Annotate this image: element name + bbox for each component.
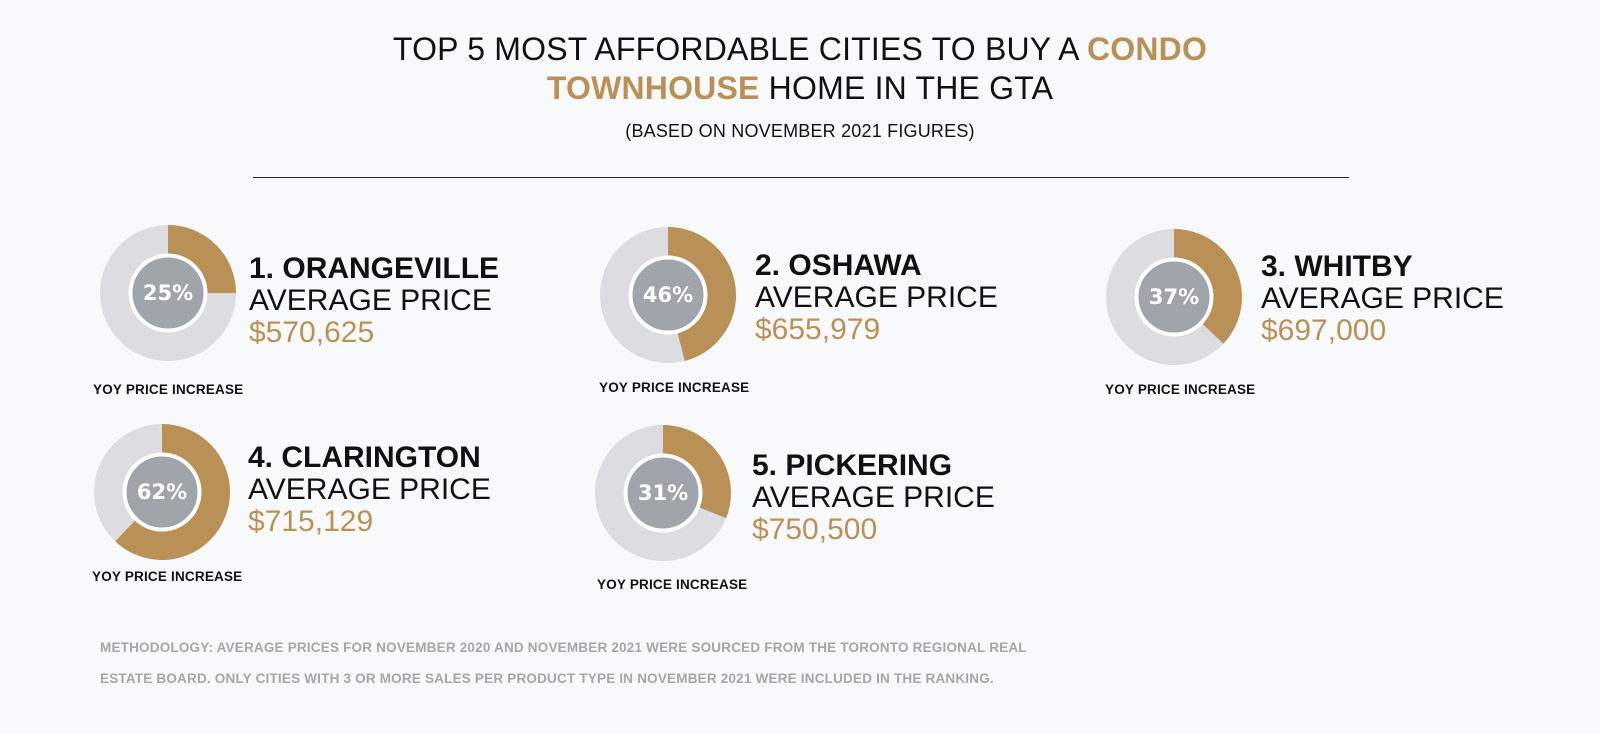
average-price-value: $715,129 — [248, 505, 374, 538]
donut-center — [623, 453, 703, 533]
title-accent-condo: CONDO — [1086, 31, 1208, 67]
yoy-caption: YOY PRICE INCREASE — [93, 382, 244, 397]
donut-arc — [94, 424, 230, 560]
donut-svg-3: 37% — [1106, 229, 1242, 365]
donut-svg-5: 31% — [595, 425, 731, 561]
city-name: 2. OSHAWA — [755, 249, 922, 282]
donut-chart-4: 62% — [92, 422, 232, 562]
yoy-percent-label: 46% — [643, 283, 693, 307]
average-price-value: $655,979 — [755, 313, 881, 346]
city-info-4: 4. CLARINGTON AVERAGE PRICE $715,129 — [248, 442, 491, 538]
title-divider — [253, 177, 1349, 178]
donut-chart-2: 46% — [598, 225, 738, 365]
yoy-percent-label: 25% — [143, 281, 193, 305]
page-title: TOP 5 MOST AFFORDABLE CITIES TO BUY A CO… — [0, 30, 1600, 108]
average-price-label: AVERAGE PRICE — [1261, 282, 1504, 315]
yoy-percent-label: 62% — [137, 480, 187, 504]
average-price-value: $697,000 — [1261, 314, 1387, 347]
donut-svg-2: 46% — [600, 227, 736, 363]
page-subtitle: (BASED ON NOVEMBER 2021 FIGURES) — [625, 121, 975, 141]
city-info-5: 5. PICKERING AVERAGE PRICE $750,500 — [752, 450, 995, 546]
title-accent-townhouse: TOWNHOUSE — [546, 70, 760, 106]
city-name: 4. CLARINGTON — [248, 441, 481, 474]
yoy-percent-label: 37% — [1149, 285, 1199, 309]
average-price-label: AVERAGE PRICE — [755, 281, 998, 314]
yoy-caption: YOY PRICE INCREASE — [597, 577, 748, 592]
yoy-caption: YOY PRICE INCREASE — [1105, 382, 1256, 397]
city-info-3: 3. WHITBY AVERAGE PRICE $697,000 — [1261, 251, 1504, 347]
yoy-caption: YOY PRICE INCREASE — [92, 569, 243, 584]
city-info-2: 2. OSHAWA AVERAGE PRICE $655,979 — [755, 250, 998, 346]
city-name: 5. PICKERING — [752, 449, 953, 482]
methodology-line-1: METHODOLOGY: AVERAGE PRICES FOR NOVEMBER… — [100, 640, 1027, 655]
yoy-percent-label: 31% — [638, 481, 688, 505]
donut-chart-1: 25% — [98, 223, 238, 363]
donut-center — [628, 255, 708, 335]
donut-center — [1134, 257, 1214, 337]
donut-arc — [1106, 229, 1242, 365]
average-price-label: AVERAGE PRICE — [752, 481, 995, 514]
title-line-1: TOP 5 MOST AFFORDABLE CITIES TO BUY A CO… — [0, 30, 1600, 69]
donut-center — [128, 253, 208, 333]
donut-arc — [600, 227, 736, 363]
donut-arc — [595, 425, 731, 561]
average-price-value: $570,625 — [249, 316, 375, 349]
methodology-note: METHODOLOGY: AVERAGE PRICES FOR NOVEMBER… — [100, 632, 1100, 694]
average-price-label: AVERAGE PRICE — [249, 284, 492, 317]
donut-center — [122, 452, 202, 532]
average-price-label: AVERAGE PRICE — [248, 473, 491, 506]
title-line-2: TOWNHOUSE HOME IN THE GTA — [0, 69, 1600, 108]
title-text-2: HOME IN THE GTA — [759, 70, 1054, 106]
donut-chart-5: 31% — [593, 423, 733, 563]
city-name: 1. ORANGEVILLE — [249, 252, 500, 285]
donut-arc — [100, 225, 236, 361]
yoy-caption: YOY PRICE INCREASE — [599, 380, 750, 395]
donut-svg-1: 25% — [100, 225, 236, 361]
donut-chart-3: 37% — [1104, 227, 1244, 367]
average-price-value: $750,500 — [752, 513, 878, 546]
donut-svg-4: 62% — [94, 424, 230, 560]
city-name: 3. WHITBY — [1261, 250, 1413, 283]
title-text-1: TOP 5 MOST AFFORDABLE CITIES TO BUY A — [392, 31, 1087, 67]
methodology-line-2: ESTATE BOARD. ONLY CITIES WITH 3 OR MORE… — [100, 671, 994, 686]
city-info-1: 1. ORANGEVILLE AVERAGE PRICE $570,625 — [249, 253, 499, 349]
